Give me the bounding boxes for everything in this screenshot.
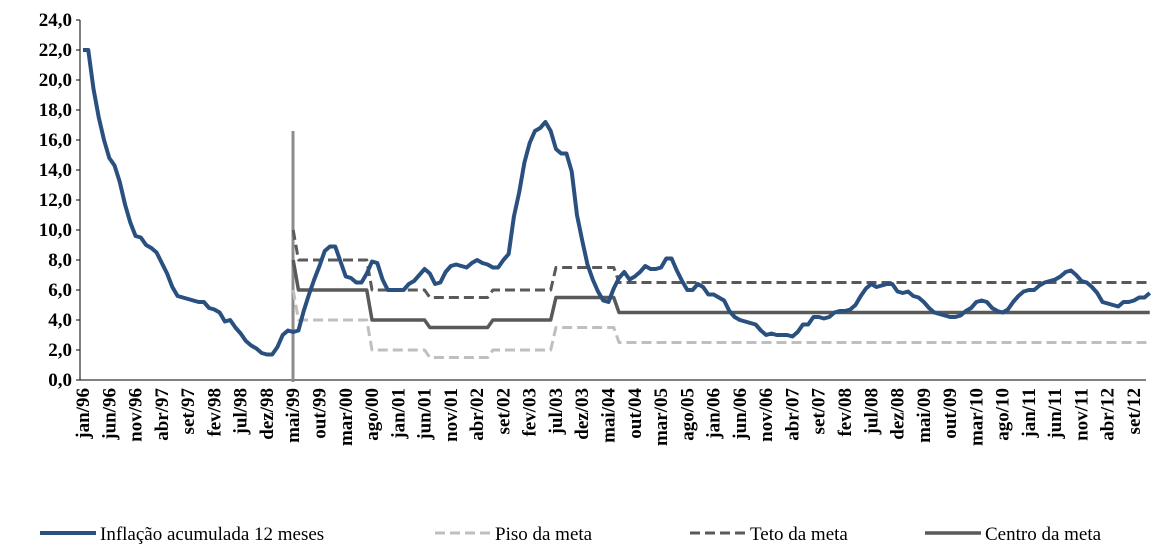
x-tick-label: set/12: [1124, 388, 1145, 434]
x-tick-label: set/02: [493, 388, 514, 434]
legend-label: Inflação acumulada 12 meses: [100, 524, 324, 545]
x-tick-label: abr/02: [467, 388, 488, 441]
legend-label: Teto da meta: [750, 524, 848, 545]
x-tick-label: mai/04: [599, 388, 620, 443]
x-tick-label: dez/98: [257, 388, 278, 440]
x-tick-label: jan/01: [388, 388, 409, 440]
x-tick-label: out/09: [940, 388, 961, 439]
x-tick-label: nov/11: [1071, 388, 1092, 441]
x-tick-label: jan/06: [704, 388, 725, 440]
x-tick-label: ago/10: [993, 388, 1014, 441]
y-tick-label: 20,0: [39, 70, 72, 91]
y-tick-label: 18,0: [39, 100, 72, 121]
x-tick-label: jul/98: [231, 388, 252, 435]
x-tick-label: jun/01: [415, 388, 436, 441]
x-tick-label: dez/08: [888, 388, 909, 440]
x-tick-label: jul/08: [861, 388, 882, 435]
y-tick-label: 4,0: [48, 310, 72, 331]
series-line: [291, 289, 1150, 359]
y-tick-label: 12,0: [39, 190, 72, 211]
x-tick-label: jul/03: [546, 388, 567, 435]
y-tick-label: 10,0: [39, 220, 72, 241]
y-tick-label: 2,0: [48, 340, 72, 361]
y-tick-label: 24,0: [39, 10, 72, 31]
x-tick-label: mar/05: [651, 388, 672, 446]
x-tick-label: fev/98: [204, 388, 225, 437]
x-tick-label: set/07: [809, 388, 830, 435]
x-tick-label: ago/00: [362, 388, 383, 441]
y-tick-label: 8,0: [48, 250, 72, 271]
x-tick-label: ago/05: [677, 388, 698, 441]
x-tick-label: abr/97: [152, 388, 173, 441]
x-tick-label: jun/11: [1045, 388, 1066, 440]
series-line: [83, 48, 1152, 357]
x-tick-label: set/97: [178, 388, 199, 435]
x-tick-label: nov/06: [756, 388, 777, 442]
x-tick-label: mai/09: [914, 388, 935, 443]
x-tick-label: jun/96: [99, 388, 120, 441]
x-tick-label: mar/00: [336, 388, 357, 446]
x-tick-label: nov/96: [126, 388, 147, 442]
y-tick-label: 0,0: [48, 370, 72, 391]
x-tick-label: abr/07: [782, 388, 803, 441]
x-tick-label: mar/10: [966, 388, 987, 446]
x-tick-label: nov/01: [441, 388, 462, 442]
y-tick-label: 22,0: [39, 40, 72, 61]
x-tick-label: out/04: [625, 388, 646, 439]
legend-label: Piso da meta: [495, 524, 593, 545]
x-tick-label: fev/08: [835, 388, 856, 437]
y-tick-label: 14,0: [39, 160, 72, 181]
x-tick-label: jan/96: [73, 388, 94, 440]
series-line: [291, 229, 1150, 299]
x-tick-label: mai/99: [283, 388, 304, 443]
x-tick-label: jun/06: [730, 388, 751, 441]
x-tick-label: abr/12: [1098, 388, 1119, 441]
x-tick-label: fev/03: [520, 388, 541, 437]
x-tick-label: jan/11: [1019, 388, 1040, 439]
x-tick-label: out/99: [309, 388, 330, 439]
y-tick-label: 16,0: [39, 130, 72, 151]
legend-label: Centro da meta: [985, 524, 1102, 545]
x-tick-label: dez/03: [572, 388, 593, 440]
series-line: [291, 259, 1150, 330]
y-tick-label: 6,0: [48, 280, 72, 301]
